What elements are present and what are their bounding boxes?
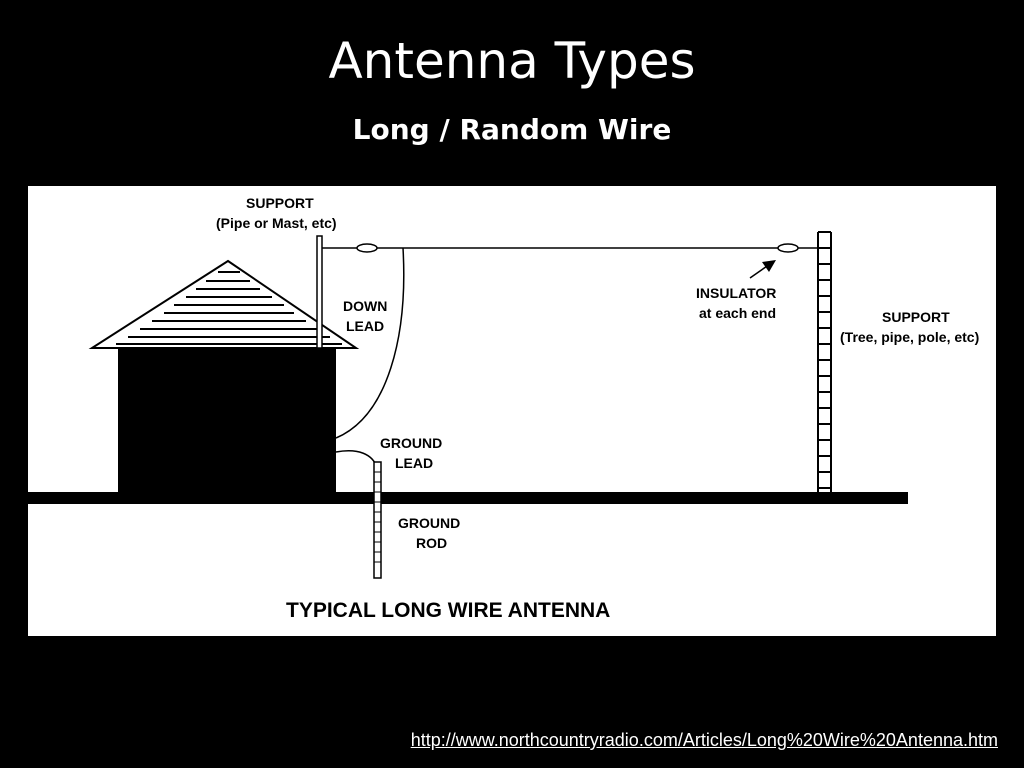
ground-lead-wire	[335, 450, 378, 469]
long-wire-antenna-diagram: SUPPORT (Pipe or Mast, etc) DOWN LEAD IN…	[28, 195, 979, 622]
source-link[interactable]: http://www.northcountryradio.com/Article…	[410, 730, 998, 750]
support-tree-label-line2: (Tree, pipe, pole, etc)	[840, 329, 979, 345]
diagram-caption: TYPICAL LONG WIRE ANTENNA	[286, 599, 610, 622]
support-tree-label-line1: SUPPORT	[882, 309, 950, 325]
house-roof	[88, 259, 360, 349]
diagram-panel: SUPPORT (Pipe or Mast, etc) DOWN LEAD IN…	[28, 186, 996, 636]
insulator-label-line2: at each end	[699, 305, 776, 321]
down-lead-wire	[335, 247, 405, 439]
down-lead-label-line1: DOWN	[343, 298, 387, 314]
slide-title: Antenna Types	[328, 32, 696, 90]
insulator-left	[356, 243, 378, 253]
ground-lead-label-line2: LEAD	[395, 455, 433, 471]
slide-subtitle: Long / Random Wire	[352, 113, 672, 146]
support-mast	[316, 235, 323, 349]
house-body	[118, 348, 336, 496]
ground-rod	[373, 461, 382, 579]
down-lead-label-line2: LEAD	[346, 318, 384, 334]
ground-lead-label-line1: GROUND	[380, 435, 442, 451]
ground-rod-label-line1: GROUND	[398, 515, 460, 531]
insulator-arrow	[749, 260, 776, 279]
support-mast-label-line2: (Pipe or Mast, etc)	[216, 215, 337, 231]
ground-rod-label-line2: ROD	[416, 535, 447, 551]
support-mast-label-line1: SUPPORT	[246, 195, 314, 211]
insulator-label-line1: INSULATOR	[696, 285, 776, 301]
insulator-right	[777, 243, 799, 253]
support-pole	[817, 231, 832, 492]
